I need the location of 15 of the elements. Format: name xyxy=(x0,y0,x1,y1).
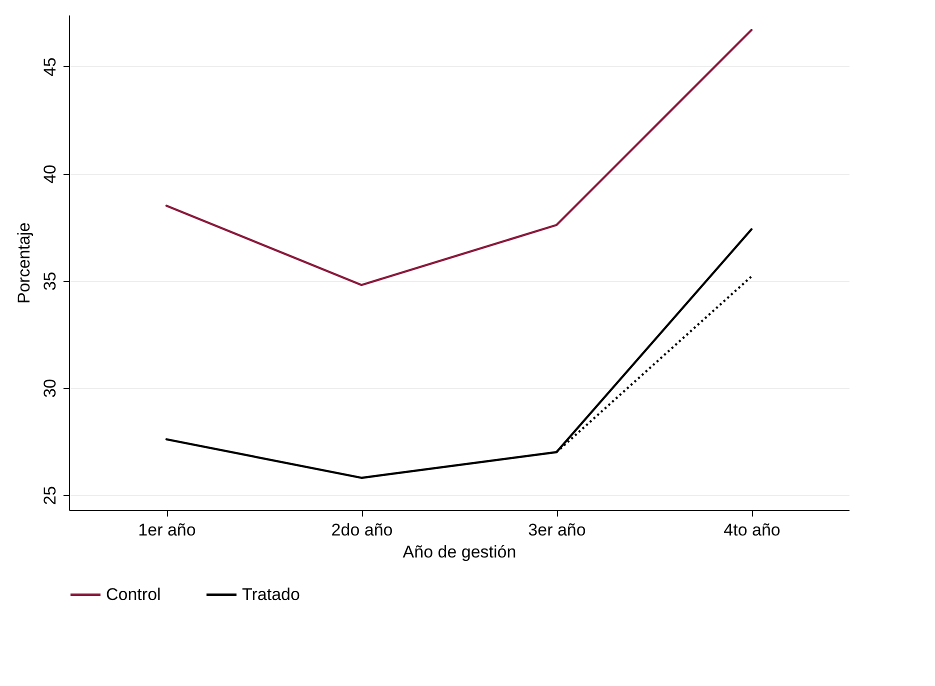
y-tick-label: 25 xyxy=(40,486,60,505)
line-series xyxy=(165,28,753,286)
y-tick-label: 45 xyxy=(40,57,60,76)
y-tick-label: 40 xyxy=(40,164,60,184)
y-tick-label: 35 xyxy=(40,272,60,291)
legend-label: Tratado xyxy=(242,584,300,604)
x-tick-label: 3er año xyxy=(528,520,586,540)
y-tick-label: 30 xyxy=(40,378,60,398)
x-axis-title: Año de gestión xyxy=(402,542,516,562)
x-tick-label: 2do año xyxy=(331,520,393,540)
x-tick-label: 4to año xyxy=(724,520,780,540)
line-series xyxy=(165,228,753,479)
legend-label: Control xyxy=(106,584,161,604)
x-tick-label: 1er año xyxy=(138,520,196,540)
y-axis-title: Porcentaje xyxy=(14,222,34,304)
